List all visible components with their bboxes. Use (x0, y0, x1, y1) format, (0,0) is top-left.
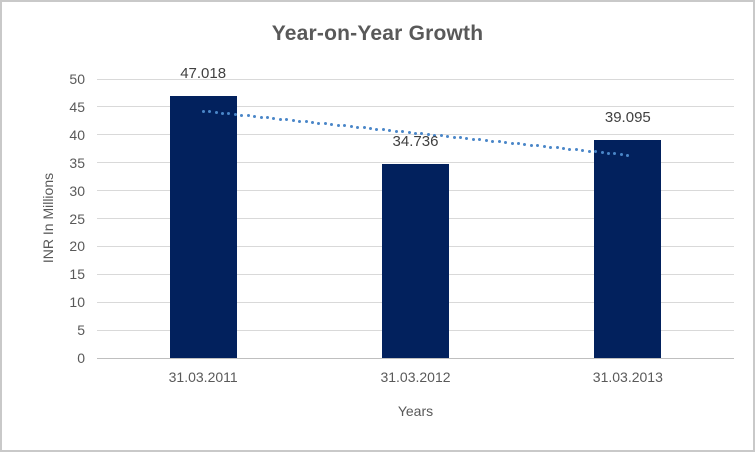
trendline-dot (484, 139, 488, 143)
x-axis-title: Years (397, 403, 434, 419)
trendline-dot (446, 135, 450, 139)
trendline-dot (433, 133, 437, 137)
y-tick-label: 40 (69, 126, 85, 143)
trendline-dot (626, 153, 630, 157)
y-tick-label: 10 (69, 294, 85, 311)
trendline-dot (516, 142, 520, 146)
trendline-dot (581, 149, 585, 153)
trendline-dot (323, 122, 327, 126)
trendline-dot (285, 118, 289, 122)
trendline-dot (504, 141, 508, 145)
trendline-dot (394, 129, 398, 133)
trendline-dot (452, 135, 456, 139)
trendline-dot (420, 132, 424, 136)
trendline-dot (240, 113, 244, 117)
trendline-dot (272, 117, 276, 120)
trendline-dot (298, 119, 302, 123)
trendline-dot (401, 130, 405, 134)
trendline-dot (336, 123, 340, 127)
trendline-dot (594, 150, 598, 154)
trendline-dot (523, 143, 527, 147)
trendline-dot (491, 139, 495, 143)
chart-title: Year-on-Year Growth (271, 22, 484, 45)
trendline-dot (471, 137, 475, 141)
x-axis-line (97, 357, 734, 359)
y-tick-label: 30 (69, 182, 85, 199)
bar-31.03.2012 (382, 164, 449, 358)
trendline-dot (497, 140, 501, 144)
x-tick-label: 31.03.2013 (592, 369, 663, 385)
gridline (97, 162, 734, 164)
trendline-dot (343, 124, 347, 128)
trendline-dot (549, 145, 553, 149)
trendline-dot (253, 114, 257, 118)
trendline-dot (426, 133, 430, 137)
trendline-dot (465, 137, 469, 141)
trendline-dot (510, 141, 514, 145)
y-tick-label: 20 (69, 238, 85, 255)
trendline-dot (259, 115, 263, 119)
y-tick-label: 25 (69, 210, 85, 227)
trendline-dot (291, 119, 295, 122)
trendline-dot (362, 126, 366, 130)
trendline-dot (555, 146, 559, 150)
trendline-dot (233, 112, 237, 116)
trendline-dot (536, 144, 540, 148)
trendline-dot (330, 123, 334, 127)
y-tick-label: 15 (69, 266, 85, 283)
trendline-dot (407, 131, 411, 135)
trendline-dot (607, 151, 611, 155)
data-label: 34.736 (392, 133, 439, 151)
trendline-dot (356, 125, 360, 129)
trendline-dot (587, 149, 591, 153)
trendline-dot (208, 110, 212, 114)
data-label: 39.095 (604, 108, 651, 126)
y-tick-label: 35 (69, 154, 85, 171)
x-tick-label: 31.03.2012 (380, 369, 451, 385)
y-tick-label: 0 (77, 350, 85, 366)
trendline-dot (317, 121, 321, 125)
trendline-dot (459, 136, 463, 140)
trendline-dot (349, 125, 353, 129)
trendline-dot (478, 138, 482, 142)
gridline (97, 78, 734, 80)
gridline (97, 134, 734, 136)
trendline-dot (266, 116, 269, 120)
y-tick-label: 45 (69, 98, 85, 115)
trendline-dot (220, 111, 224, 115)
trendline-dot (368, 127, 372, 131)
trendline-dot (381, 128, 385, 132)
trendline-dot (600, 151, 604, 155)
trendline-dot (304, 120, 308, 124)
trendline-dot (574, 148, 578, 152)
trendline-dot (388, 129, 392, 133)
trendline-dot (439, 134, 443, 138)
x-tick-label: 31.03.2011 (168, 369, 238, 385)
trendline-dot (246, 114, 250, 118)
gridline (97, 106, 734, 108)
y-tick-label: 5 (77, 322, 85, 339)
trendline-dot (542, 145, 546, 149)
trendline-dot (227, 112, 231, 116)
trendline-dot (568, 147, 572, 151)
trendline-dot (619, 153, 623, 157)
plot-area (97, 78, 734, 359)
trendline-dot (201, 109, 205, 113)
trendline-dot (414, 131, 417, 135)
trendline-dot (311, 121, 315, 125)
trendline-dot (214, 110, 218, 114)
y-tick-label: 50 (69, 71, 85, 87)
data-label: 47.018 (180, 64, 227, 82)
trendline-dot (278, 117, 282, 121)
bar-31.03.2013 (594, 139, 662, 358)
bar-31.03.2011 (169, 95, 237, 358)
trendline-dot (561, 147, 565, 151)
trendline-dot (613, 152, 617, 156)
trendline-dot (529, 143, 533, 147)
trendline-dot (375, 127, 379, 131)
